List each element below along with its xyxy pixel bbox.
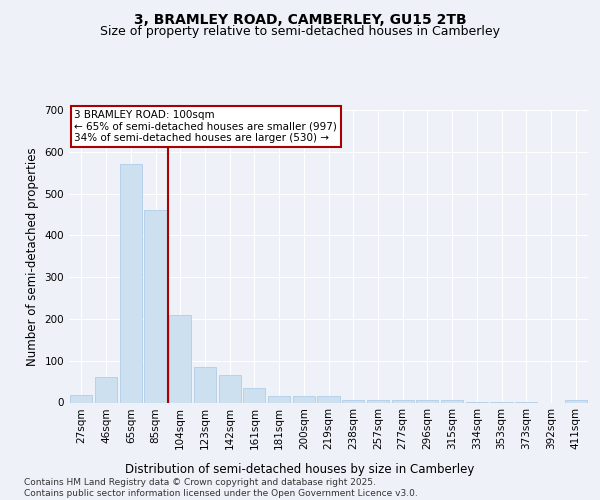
Bar: [367, 400, 389, 402]
Bar: [243, 388, 265, 402]
Text: Contains HM Land Registry data © Crown copyright and database right 2025.
Contai: Contains HM Land Registry data © Crown c…: [24, 478, 418, 498]
Bar: [441, 400, 463, 402]
Text: 3, BRAMLEY ROAD, CAMBERLEY, GU15 2TB: 3, BRAMLEY ROAD, CAMBERLEY, GU15 2TB: [134, 12, 466, 26]
Bar: [342, 400, 364, 402]
Bar: [218, 376, 241, 402]
Bar: [565, 400, 587, 402]
Bar: [70, 396, 92, 402]
Bar: [416, 400, 439, 402]
Text: Distribution of semi-detached houses by size in Camberley: Distribution of semi-detached houses by …: [125, 462, 475, 475]
Text: Size of property relative to semi-detached houses in Camberley: Size of property relative to semi-detach…: [100, 25, 500, 38]
Bar: [392, 400, 414, 402]
Text: 3 BRAMLEY ROAD: 100sqm
← 65% of semi-detached houses are smaller (997)
34% of se: 3 BRAMLEY ROAD: 100sqm ← 65% of semi-det…: [74, 110, 337, 143]
Bar: [317, 396, 340, 402]
Bar: [95, 378, 117, 402]
Bar: [293, 396, 315, 402]
Bar: [169, 315, 191, 402]
Bar: [145, 210, 167, 402]
Y-axis label: Number of semi-detached properties: Number of semi-detached properties: [26, 147, 39, 366]
Bar: [119, 164, 142, 402]
Bar: [194, 367, 216, 402]
Bar: [268, 396, 290, 402]
